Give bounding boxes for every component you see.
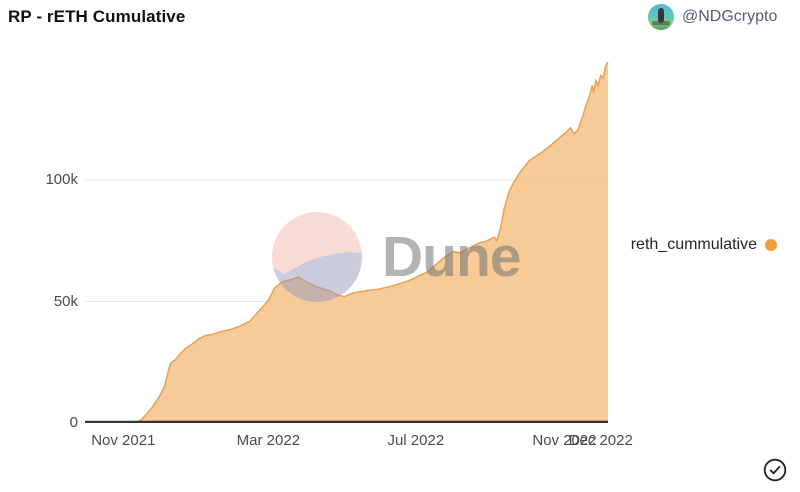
legend-label: reth_cummulative xyxy=(630,236,757,253)
x-tick-label-jul-2022: Jul 2022 xyxy=(387,432,445,449)
x-tick-label-nov-2022: Nov 2022 xyxy=(532,432,597,449)
circle-check-icon xyxy=(763,458,787,482)
author-avatar[interactable] xyxy=(648,4,674,30)
check-button[interactable] xyxy=(763,458,787,482)
area-chart-plot[interactable] xyxy=(85,48,615,423)
x-tick-label-mar-2022: Mar 2022 xyxy=(236,432,301,449)
legend-item-reth-cummulative[interactable]: reth_cummulative xyxy=(631,236,777,254)
author-byline[interactable]: @NDGcrypto xyxy=(648,4,777,30)
x-tick-label-nov-2021: Nov 2021 xyxy=(91,432,156,449)
x-tick-label-dec-2022: Dec 2022 xyxy=(568,432,633,449)
y-tick-label-100k: 100k xyxy=(45,171,78,188)
y-tick-label-0: 0 xyxy=(69,414,78,431)
legend-dot-icon xyxy=(765,239,777,251)
author-handle[interactable]: @NDGcrypto xyxy=(682,8,778,25)
y-tick-label-50k: 50k xyxy=(53,292,78,310)
chart-title: RP - rETH Cumulative xyxy=(8,7,186,26)
